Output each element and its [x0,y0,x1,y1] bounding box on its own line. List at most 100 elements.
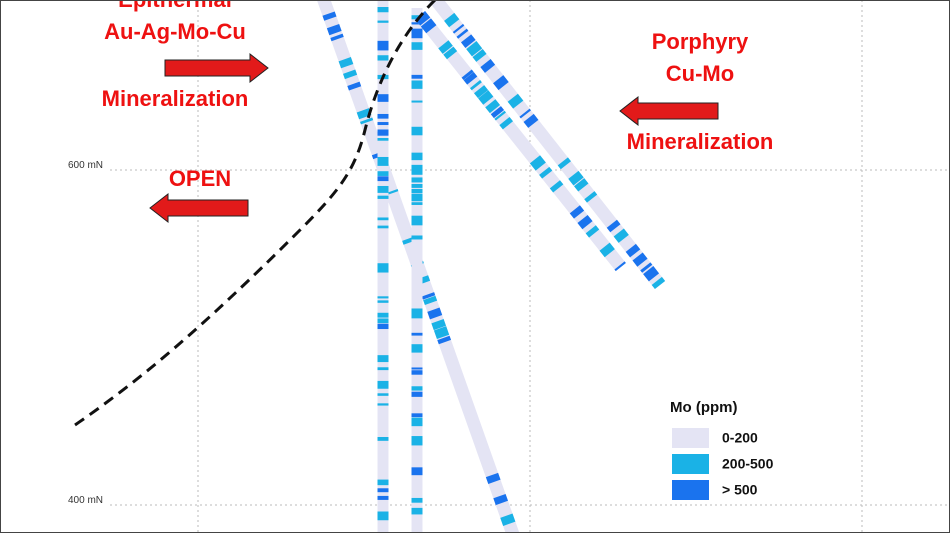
hole-interval [411,202,423,205]
hole-interval [377,367,389,371]
hole-interval [500,513,516,526]
hole-interval [414,10,431,26]
hole-interval [466,41,483,57]
hole-interval [377,403,389,406]
hole-interval [411,413,423,418]
hole-interval [427,307,443,320]
drill-hole [414,10,626,272]
hole-interval [539,166,553,179]
label: OPEN [169,166,231,191]
label: Porphyry [652,29,749,54]
drill-hole [411,8,423,533]
hole-interval [326,23,342,36]
hole-interval [568,170,584,186]
hole-interval [411,126,423,136]
hole-interval [356,108,372,120]
legend-label: 0-200 [722,430,758,446]
hole-interval [493,75,509,91]
arrow [164,52,269,84]
drill-holes [315,0,666,533]
hole-interval [577,214,593,230]
hole-interval [377,225,389,229]
hole-interval [377,176,389,182]
hole-interval [377,40,389,51]
hole-interval [557,157,571,170]
hole-interval [480,59,496,73]
hole-interval [411,308,423,319]
hole-interval [377,479,389,486]
hole-interval [478,90,494,105]
label: Au-Ag-Mo-Cu [104,19,246,44]
hole-interval [584,191,598,203]
hole-interval [411,367,423,370]
hole-interval [443,46,458,60]
hole-interval [377,129,389,136]
hole-interval [411,183,423,188]
hole-interval [385,189,399,196]
hole-interval [377,171,389,176]
hole-interval [377,217,389,221]
hole-interval [377,318,389,324]
hole-interval [411,74,423,79]
hole-interval [411,42,423,50]
hole-interval [411,152,423,161]
hole-interval [377,55,389,61]
hole-interval [499,116,514,130]
hole-interval [421,292,436,300]
hole-interval [411,215,423,226]
hole-interval [411,370,423,375]
hole-interval [377,185,389,193]
hole-interval [377,436,389,441]
hole-interval [377,122,389,126]
hole-interval [519,108,531,119]
arrow [619,95,719,127]
legend-label: 200-500 [722,456,774,472]
hole-interval [474,85,489,99]
hole-interval [490,106,505,119]
hole-interval [377,312,389,318]
label: Mineralization [102,86,249,111]
hole-interval [640,262,653,273]
hole-interval [494,110,506,121]
hole-interval [585,225,600,238]
hole-interval [377,263,389,273]
hole-interval [377,300,389,303]
hole-interval [569,205,585,219]
hole-interval [411,28,423,39]
hole-interval [651,276,666,290]
hole-interval [377,113,389,119]
drill-hole [426,0,666,290]
hole-interval [411,177,423,183]
hole-interval [377,380,389,389]
hole-interval [377,495,389,500]
hole-interval [574,178,589,192]
grid-label: 600 mN [68,160,103,171]
hole-interval [411,436,423,446]
hole-interval [469,80,482,91]
hole-interval [377,94,389,102]
hole-interval [456,28,469,39]
legend-swatch [672,428,709,448]
hole-interval [614,261,626,272]
hole-interval [431,319,447,331]
hole-interval [485,472,501,485]
hole-interval [377,156,389,166]
hole-interval [523,113,539,128]
hole-interval [377,323,389,330]
hole-interval [452,23,465,34]
hole-interval [377,296,389,299]
hole-interval [360,117,374,125]
hole-interval [529,155,546,171]
hole-interval [444,12,460,28]
legend: 0-200 200-500 > 500 [672,428,774,500]
hole-interval [460,34,476,48]
hole-interval [377,488,389,493]
legend-title: Mo (ppm) [670,399,737,416]
hole-interval [377,7,389,13]
hole-interval [411,164,423,175]
hole-interval [377,393,389,396]
hole-interval [411,386,423,391]
hole-interval [411,467,423,476]
hole-interval [625,243,641,258]
